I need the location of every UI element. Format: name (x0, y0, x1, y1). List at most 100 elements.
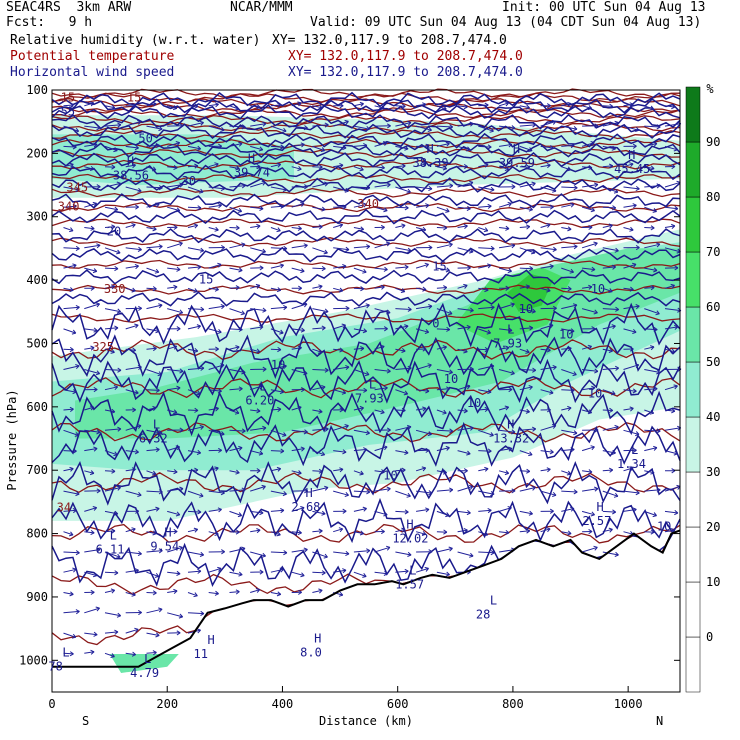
wind-vector-head (632, 328, 637, 334)
wind-vector-head (317, 348, 323, 354)
wind-vector-head (138, 305, 142, 311)
wind-vector-head (552, 364, 557, 370)
wind-vector-head (655, 310, 660, 316)
wind-vector (540, 389, 554, 394)
wind-vector-head (217, 328, 222, 334)
wind-vector (250, 284, 260, 289)
wind-vector-head (629, 226, 634, 232)
wind-vector (519, 327, 533, 330)
wind-vector-head (303, 243, 308, 249)
wind-vector (519, 530, 530, 533)
wind-vector (602, 426, 619, 431)
wind-vector (478, 531, 488, 536)
wind-vector-head (114, 265, 119, 272)
wind-vector (561, 227, 572, 230)
wind-vector-head (656, 428, 661, 434)
wind-contour (51, 228, 681, 244)
wind-label: 10 (657, 519, 671, 533)
wind-vector-head (487, 203, 492, 209)
wind-vector-head (490, 304, 495, 311)
wind-vector-head (573, 126, 578, 132)
wind-vector-head (463, 283, 468, 289)
extremum-type: H (164, 525, 171, 539)
wind-vector (395, 469, 406, 472)
wind-vector (353, 328, 367, 332)
wind-vector (312, 571, 326, 574)
wind-vector (623, 305, 640, 310)
wind-vector (208, 407, 219, 411)
wind-vector (519, 487, 536, 492)
wind-vector (561, 287, 572, 290)
wind-vector-head (277, 406, 282, 412)
wind-vector-head (324, 426, 329, 432)
wind-vector (229, 185, 246, 188)
wind-vector-head (403, 390, 409, 396)
wind-vector (582, 387, 595, 391)
wind-vector (582, 166, 593, 169)
wind-vector (187, 510, 202, 513)
wind-vector (270, 264, 284, 269)
wind-vector (270, 468, 281, 472)
wind-vector (581, 308, 598, 314)
wind-vector-head (131, 527, 136, 533)
wind-vector (84, 571, 97, 577)
model-label: SEAC4RS 3km ARW (6, 0, 132, 15)
wind-vector (187, 266, 201, 269)
wind-vector-head (525, 348, 530, 354)
wind-vector-head (671, 408, 676, 414)
extremum-type: L (110, 528, 117, 542)
wind-vector-head (530, 249, 536, 255)
wind-vector-head (134, 389, 139, 395)
wind-vector (374, 369, 391, 372)
wind-vector-head (656, 487, 661, 493)
wind-vector-head (505, 285, 510, 291)
wind-vector (291, 143, 305, 147)
wind-vector (374, 446, 388, 452)
wind-vector-head (297, 225, 302, 231)
wind-vector (644, 531, 655, 533)
wind-vector-head (505, 345, 510, 351)
wind-vector-head (172, 409, 178, 415)
wind-vector-head (552, 187, 557, 193)
wind-vector-head (588, 469, 593, 475)
wind-vector (84, 227, 95, 230)
wind-vector-head (214, 286, 219, 292)
wind-vector (104, 409, 115, 413)
wind-vector (125, 287, 136, 292)
wind-vector-head (72, 144, 77, 150)
wind-vector (84, 143, 98, 147)
wind-vector (540, 164, 551, 168)
wind-vector-head (96, 184, 101, 190)
wind-vector (499, 347, 510, 350)
wind-vector (478, 429, 494, 436)
wind-vector (499, 429, 516, 433)
wind-vector-head (339, 347, 344, 353)
wind-vector (270, 104, 281, 107)
wind-vector (312, 510, 326, 515)
wind-vector (84, 328, 98, 331)
wind-vector (208, 467, 219, 472)
wind-vector (208, 429, 225, 435)
wind-vector (478, 490, 495, 495)
wind-vector (63, 205, 77, 208)
wind-vector-head (425, 507, 430, 513)
wind-vector-head (276, 531, 281, 537)
wind-vector-head (110, 284, 116, 290)
wind-vector-head (528, 206, 533, 212)
wind-vector-head (587, 344, 592, 350)
wind-vector-head (587, 105, 593, 111)
wind-vector (644, 227, 655, 229)
wind-vector-head (74, 432, 80, 437)
wind-vector-head (469, 248, 474, 254)
wind-vector-head (175, 445, 181, 451)
wind-vector (229, 346, 240, 350)
wind-vector (63, 264, 77, 269)
wind-vector-head (487, 263, 492, 269)
wind-vector-head (217, 507, 222, 513)
wind-vector-head (572, 303, 578, 309)
wind-vector (312, 105, 323, 109)
wind-vector-head (155, 632, 160, 638)
wind-vector-head (318, 528, 323, 534)
wind-vector (125, 265, 139, 269)
wind-vector-head (380, 528, 385, 535)
